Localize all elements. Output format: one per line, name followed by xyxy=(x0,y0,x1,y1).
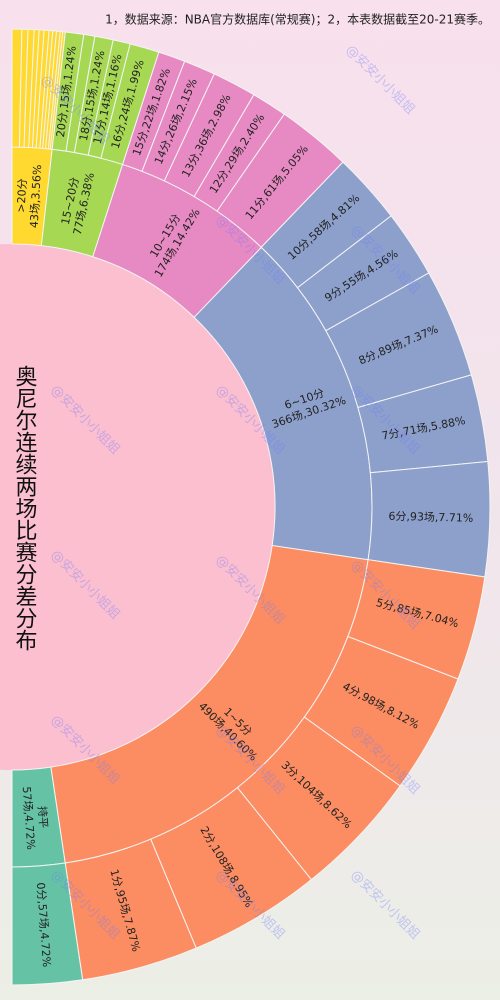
outer-sector xyxy=(11,862,84,986)
group-name: >20分 xyxy=(14,178,29,213)
group-name: 持平 xyxy=(35,806,51,829)
group-label: 57场,4.72% xyxy=(20,786,39,850)
group-label: 43场,3.56% xyxy=(27,164,45,228)
center-disc xyxy=(0,244,275,770)
segment-label: 6分,93场,7.71% xyxy=(388,509,473,525)
watermark: @安安小小姐姐 xyxy=(343,43,418,118)
segment-label: 0分,57场,4.72% xyxy=(34,882,54,968)
chart-title: 奥尼尔连续两场比赛分差分布 xyxy=(12,365,38,651)
watermark: @安安小小姐姐 xyxy=(348,868,423,943)
note: 1，数据来源：NBA官方数据库(常规赛)；2，本表数据截至20-21赛季。 xyxy=(105,12,490,27)
